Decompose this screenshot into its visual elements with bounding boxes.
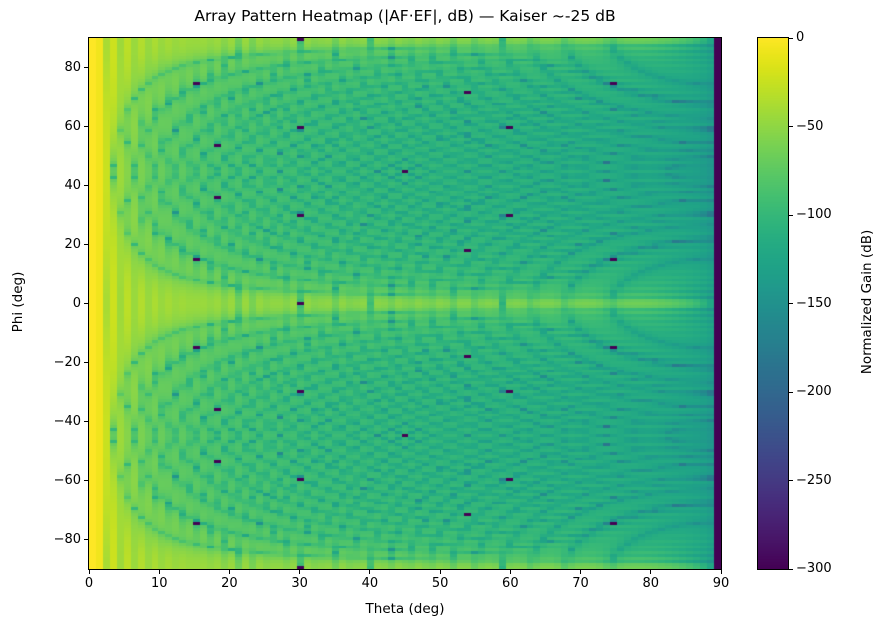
x-tick-mark [720, 570, 722, 574]
y-tick-mark [84, 126, 88, 127]
y-tick-label: 60 [64, 118, 81, 134]
x-tick-label: 40 [361, 576, 379, 591]
colorbar-tick-mark [789, 391, 793, 393]
colorbar-tick-mark [789, 303, 793, 304]
colorbar-tick-label: −150 [796, 295, 832, 311]
x-tick-mark [369, 570, 371, 574]
colorbar-label: Normalized Gain (dB) [859, 229, 875, 375]
x-tick-label: 80 [642, 576, 660, 591]
x-tick-label: 60 [502, 576, 519, 591]
plot-area [88, 37, 722, 570]
x-tick-mark [509, 570, 511, 574]
x-tick-label: 10 [150, 576, 168, 591]
y-tick-mark [84, 67, 88, 68]
colorbar-canvas [758, 38, 788, 569]
colorbar-tick-mark [789, 568, 793, 570]
x-tick-label: 0 [84, 576, 94, 591]
colorbar-tick-mark [789, 126, 793, 127]
y-tick-label: 20 [64, 236, 81, 252]
x-tick-label: 50 [431, 576, 449, 591]
chart-title: Array Pattern Heatmap (|AF·EF|, dB) — Ka… [194, 7, 616, 25]
colorbar-tick-label: −250 [796, 472, 832, 488]
x-axis-label: Theta (deg) [365, 601, 445, 617]
y-tick-mark [84, 421, 88, 422]
x-tick-mark [650, 570, 652, 574]
y-tick-mark [84, 303, 88, 304]
colorbar-tick-label: −300 [796, 561, 832, 576]
colorbar-tick-label: −100 [796, 207, 832, 222]
y-tick-label: 0 [72, 295, 81, 311]
y-tick-mark [84, 480, 88, 481]
y-tick-label: −20 [53, 354, 81, 370]
heatmap-canvas [89, 38, 721, 569]
colorbar-tick-label: −200 [796, 384, 832, 399]
y-tick-label: 80 [64, 59, 81, 75]
x-tick-mark [88, 570, 90, 574]
colorbar [757, 37, 789, 570]
colorbar-tick-label: −50 [796, 118, 824, 134]
colorbar-tick-mark [789, 37, 793, 39]
colorbar-tick-label: 0 [796, 30, 805, 45]
y-tick-label: 40 [64, 177, 81, 193]
x-tick-mark [299, 570, 301, 574]
y-tick-mark [84, 244, 88, 245]
y-tick-mark [84, 539, 88, 540]
x-tick-mark [580, 570, 582, 574]
x-tick-label: 30 [291, 576, 308, 591]
x-tick-mark [158, 570, 160, 574]
colorbar-tick-mark [789, 214, 793, 216]
x-tick-label: 90 [712, 576, 730, 591]
y-tick-label: −60 [53, 472, 81, 488]
y-tick-mark [84, 185, 88, 186]
colorbar-tick-mark [789, 480, 793, 481]
x-tick-label: 70 [572, 576, 589, 591]
y-tick-label: −80 [53, 531, 81, 547]
x-tick-label: 20 [221, 576, 238, 591]
y-tick-mark [84, 362, 88, 363]
x-tick-mark [439, 570, 441, 574]
y-tick-label: −40 [53, 413, 81, 429]
x-tick-mark [228, 570, 230, 574]
